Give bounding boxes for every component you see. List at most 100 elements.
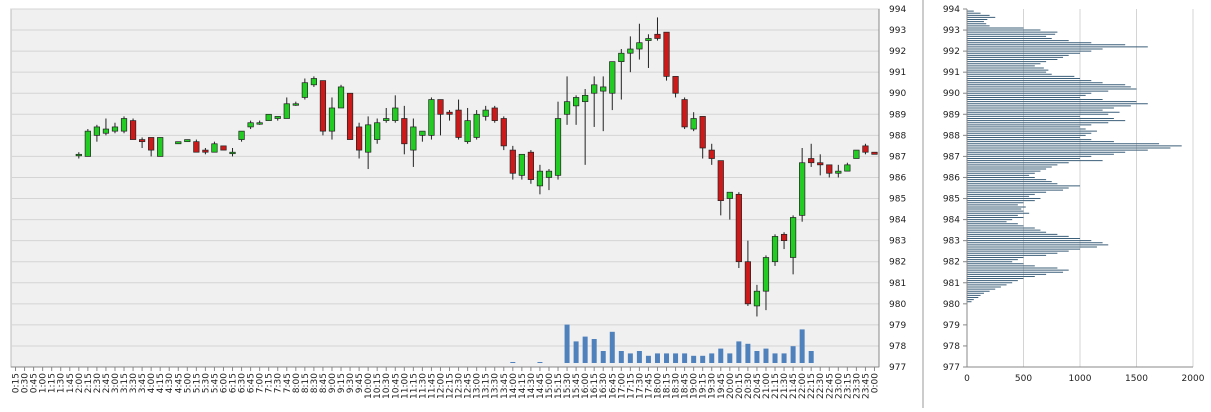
candle-down [826, 164, 833, 178]
time-tick-label: 18:30 [672, 373, 682, 399]
candle-up [102, 118, 110, 136]
price-tick-label: 980 [889, 300, 906, 310]
candle-body [536, 170, 544, 187]
candle-body [446, 111, 453, 115]
price-tick-label: 984 [889, 216, 906, 226]
profile-y-tick-label: 993 [943, 26, 960, 36]
candle-body [265, 113, 272, 121]
candle-body [790, 217, 797, 258]
candle-up [111, 122, 119, 134]
candle-body [708, 149, 715, 159]
candle-up [591, 76, 598, 127]
candle-body [111, 126, 119, 132]
time-tick-label: 13:45 [500, 373, 510, 399]
time-tick-label: 16:30 [599, 373, 609, 399]
candle-up [771, 234, 779, 266]
candle-up [84, 129, 91, 157]
candle-down [220, 145, 227, 151]
time-tick-label: 2:30 [93, 373, 103, 393]
candle-down [744, 240, 751, 306]
candle-up [536, 164, 544, 195]
candle-down [491, 105, 498, 123]
candle-up [545, 169, 553, 191]
candle-body [93, 126, 100, 136]
volume-bar [564, 324, 570, 363]
volume-bar [718, 348, 724, 363]
profile-y-tick-label: 991 [943, 68, 960, 78]
candle-up [256, 120, 263, 125]
profile-y-tick-label: 992 [943, 47, 960, 57]
candle-body [383, 118, 390, 121]
candle-body [672, 76, 679, 94]
candle-up [211, 141, 218, 153]
candle-body [545, 170, 553, 178]
profile-y-tick-label: 983 [943, 237, 960, 247]
time-tick-label: 0:45 [30, 373, 40, 393]
candle-body [817, 162, 824, 166]
candle-down [401, 105, 408, 155]
candle-up [175, 141, 182, 145]
candle-body [211, 143, 218, 153]
candle-body [283, 103, 290, 119]
time-tick-label: 14:45 [536, 373, 546, 399]
time-tick-label: 17:30 [635, 373, 645, 399]
candle-up [753, 284, 761, 317]
candle-up [184, 139, 191, 143]
time-tick-label: 5:15 [192, 373, 202, 393]
candle-body [826, 164, 833, 174]
candle-up [229, 147, 236, 157]
candle-body [717, 160, 724, 201]
candle-body [582, 94, 589, 103]
time-tick-label: 14:00 [509, 373, 519, 399]
candle-up [274, 116, 281, 121]
time-tick-label: 8:30 [310, 373, 320, 393]
candle-body [744, 261, 751, 305]
candle-body [600, 86, 607, 92]
price-tick-label: 978 [889, 342, 906, 352]
candle-body [310, 78, 317, 86]
volume-bar [736, 341, 742, 363]
candle-up [844, 162, 851, 172]
time-tick-label: 19:15 [699, 373, 709, 399]
time-tick-label: 12:15 [446, 373, 456, 399]
time-tick-label: 19:45 [717, 373, 727, 399]
time-tick-label: 22:30 [816, 373, 826, 399]
time-tick-label: 2:15 [84, 373, 94, 393]
candle-up [464, 107, 471, 144]
profile-y-tick-label: 987 [943, 152, 960, 162]
time-tick-label: 21:45 [789, 373, 799, 399]
time-tick-label: 19:00 [690, 373, 700, 399]
candle-body [699, 116, 706, 149]
candle-body [184, 139, 191, 143]
profile-y-tick-label: 985 [943, 195, 960, 205]
candle-down [455, 99, 462, 140]
candle-body [645, 38, 652, 41]
time-tick-label: 15:30 [563, 373, 573, 399]
profile-x-tick-label: 1000 [1069, 374, 1092, 384]
candle-down [148, 137, 155, 157]
candle-up [790, 215, 797, 275]
candle-down [509, 145, 516, 180]
candle-up [93, 124, 100, 142]
candle-up [157, 137, 164, 157]
price-tick-label: 992 [889, 47, 906, 57]
time-tick-label: 20:00 [726, 373, 736, 399]
candle-body [247, 122, 254, 128]
candle-body [726, 191, 733, 199]
candle-body [129, 120, 137, 140]
candle-down [129, 118, 137, 140]
time-tick-label: 1:45 [66, 373, 76, 393]
candle-up [799, 147, 806, 222]
candle-down [346, 92, 354, 140]
time-tick-label: 5:30 [201, 373, 211, 393]
candle-up [419, 130, 426, 142]
price-tick-label: 990 [889, 89, 906, 99]
price-tick-label: 981 [889, 279, 906, 289]
candle-body [392, 107, 399, 121]
volume-bar [645, 355, 651, 363]
candle-body [464, 120, 471, 143]
candle-body [301, 82, 308, 98]
candle-body [609, 61, 616, 94]
